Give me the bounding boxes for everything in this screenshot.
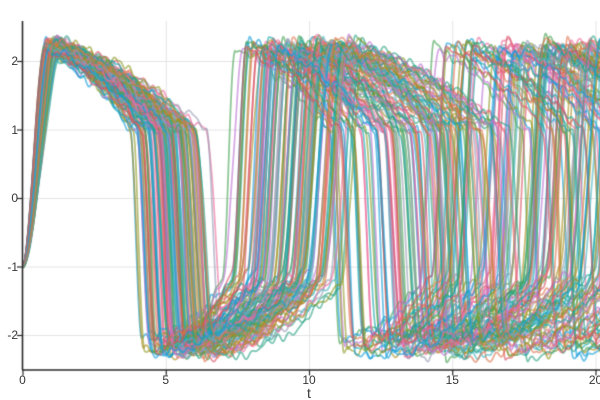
x-tick-label: 15 (445, 373, 459, 387)
x-axis-label: t (307, 385, 311, 400)
y-tick-label: -2 (7, 328, 18, 342)
x-tick-label: 5 (162, 373, 170, 387)
y-tick-label: 0 (11, 191, 18, 205)
y-tick-label: 2 (11, 54, 18, 68)
y-tick-label: -1 (7, 259, 18, 274)
x-tick-label: 0 (19, 373, 26, 387)
x-tick-label: 20 (588, 373, 600, 387)
x-tick-label: 10 (302, 373, 316, 387)
y-tick-label: 1 (11, 122, 18, 137)
